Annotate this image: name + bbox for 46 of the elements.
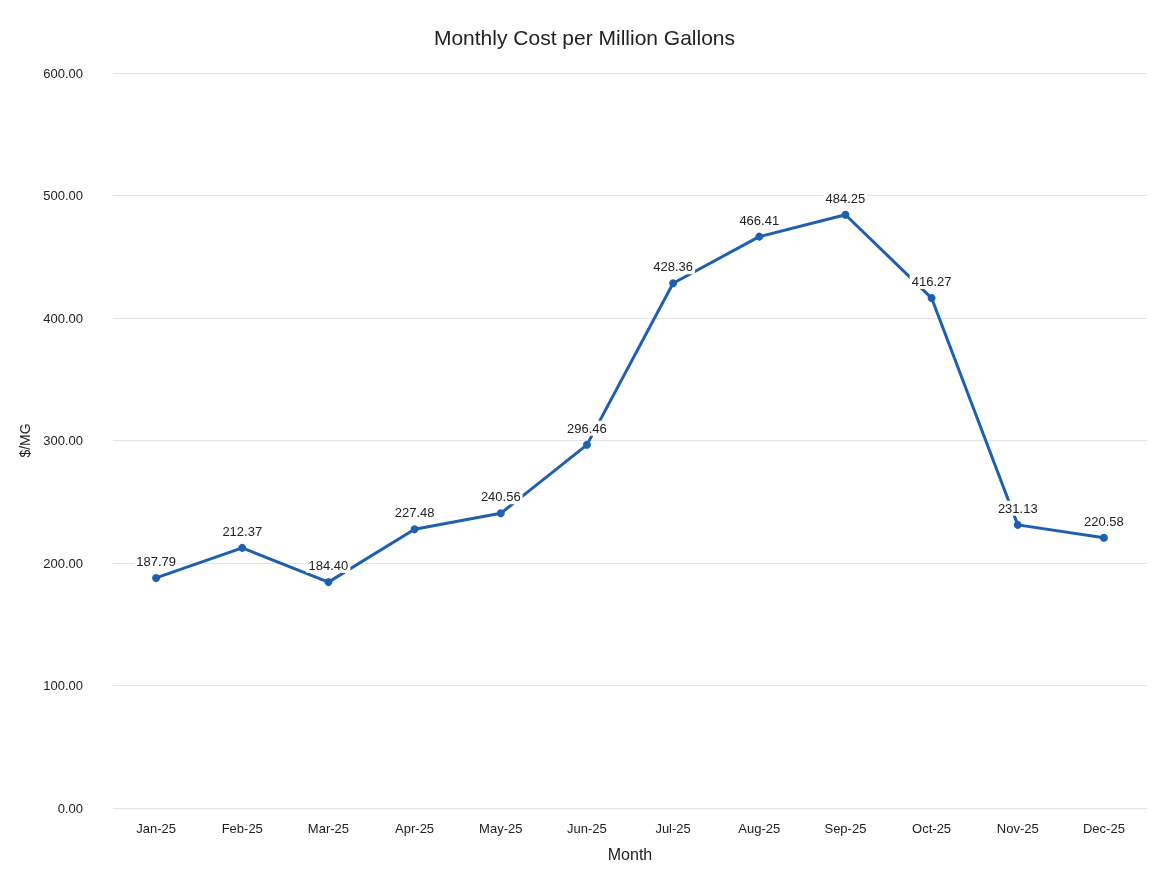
data-label: 187.79 bbox=[136, 553, 176, 569]
data-label: 220.58 bbox=[1084, 513, 1124, 529]
point bbox=[927, 294, 936, 303]
y-tick-label: 300.00 bbox=[43, 433, 83, 448]
x-tick-label: Oct-25 bbox=[912, 821, 952, 836]
x-tick-label: Dec-25 bbox=[1082, 821, 1125, 836]
x-tick-label: Jul-25 bbox=[655, 821, 691, 836]
data-label: 240.56 bbox=[480, 489, 521, 505]
y-axis-title: $/MG bbox=[17, 423, 34, 458]
x-tick-label: Apr-25 bbox=[395, 821, 435, 836]
data-label: 227.48 bbox=[394, 505, 435, 521]
point bbox=[755, 232, 764, 241]
point bbox=[496, 509, 505, 518]
y-tick-label: 400.00 bbox=[43, 310, 83, 326]
chart-title: Monthly Cost per Million Gallons bbox=[433, 26, 736, 49]
point bbox=[152, 573, 161, 582]
data-label: 484.25 bbox=[825, 190, 866, 206]
x-tick-label: Sep-25 bbox=[824, 821, 867, 836]
x-tick-label: Aug-25 bbox=[738, 821, 781, 836]
y-tick-label: 0.00 bbox=[57, 800, 83, 816]
point bbox=[1013, 520, 1022, 529]
x-tick-label: Jun-25 bbox=[567, 821, 607, 836]
y-tick-label: 200.00 bbox=[43, 555, 83, 571]
point bbox=[841, 210, 850, 219]
point bbox=[410, 525, 419, 534]
point bbox=[238, 543, 247, 552]
y-tick-label: 600.00 bbox=[43, 65, 83, 81]
x-tick-label: Nov-25 bbox=[996, 821, 1039, 836]
y-tick-label: 500.00 bbox=[43, 188, 83, 203]
data-label: 466.41 bbox=[739, 212, 780, 228]
x-axis-title: Month bbox=[607, 845, 653, 863]
x-tick-label: May-25 bbox=[479, 821, 523, 836]
point bbox=[1099, 533, 1108, 542]
x-tick-label: Mar-25 bbox=[307, 821, 350, 836]
data-label: 416.27 bbox=[911, 274, 952, 290]
data-label: 212.37 bbox=[222, 523, 263, 539]
data-label: 296.46 bbox=[567, 420, 607, 436]
y-tick-label: 100.00 bbox=[43, 678, 83, 693]
point bbox=[582, 440, 591, 449]
data-label: 184.40 bbox=[308, 558, 349, 574]
data-label: 231.13 bbox=[997, 500, 1038, 516]
x-tick-label: Feb-25 bbox=[221, 821, 263, 836]
x-tick-label: Jan-25 bbox=[136, 821, 176, 836]
point bbox=[669, 279, 678, 288]
data-label: 428.36 bbox=[653, 259, 693, 275]
point bbox=[324, 578, 333, 587]
